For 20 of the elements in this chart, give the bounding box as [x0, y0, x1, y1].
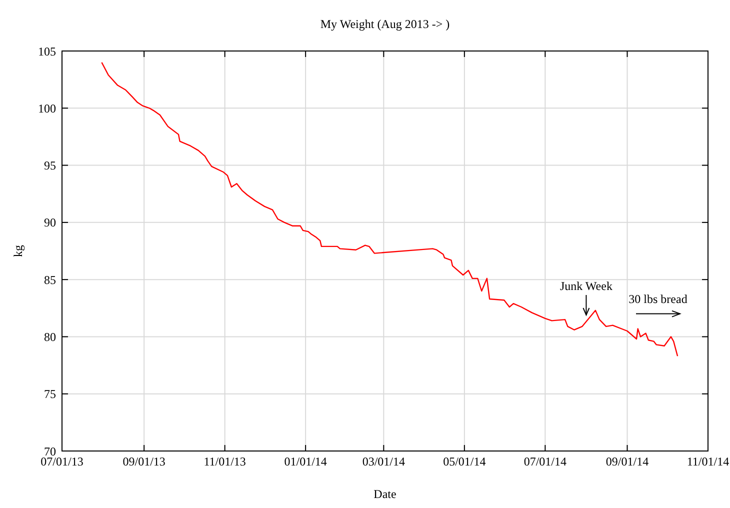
x-tick-label: 07/01/14 — [524, 454, 567, 469]
x-tick-label: 03/01/14 — [362, 454, 406, 469]
annotation: 30 lbs bread — [628, 292, 688, 306]
annotation: Junk Week — [560, 279, 612, 293]
y-tick-label: 100 — [38, 101, 56, 116]
x-tick-label: 05/01/14 — [443, 454, 486, 469]
y-tick-label: 105 — [38, 44, 56, 58]
x-axis-title: Date — [374, 487, 396, 501]
x-tick-label: 09/01/14 — [606, 454, 649, 469]
y-tick-label: 80 — [44, 330, 56, 344]
chart-title: My Weight (Aug 2013 -> ) — [320, 17, 450, 31]
x-tick-label: 11/01/14 — [686, 454, 730, 469]
x-tick-label: 01/01/14 — [284, 454, 327, 469]
y-tick-label: 75 — [44, 387, 56, 402]
x-tick-label: 09/01/13 — [122, 454, 166, 469]
y-tick-label: 90 — [44, 216, 56, 230]
y-tick-label: 95 — [44, 158, 56, 173]
x-tick-label: 11/01/13 — [204, 454, 246, 469]
y-axis-title: kg — [11, 245, 25, 257]
y-tick-label: 85 — [44, 272, 56, 287]
